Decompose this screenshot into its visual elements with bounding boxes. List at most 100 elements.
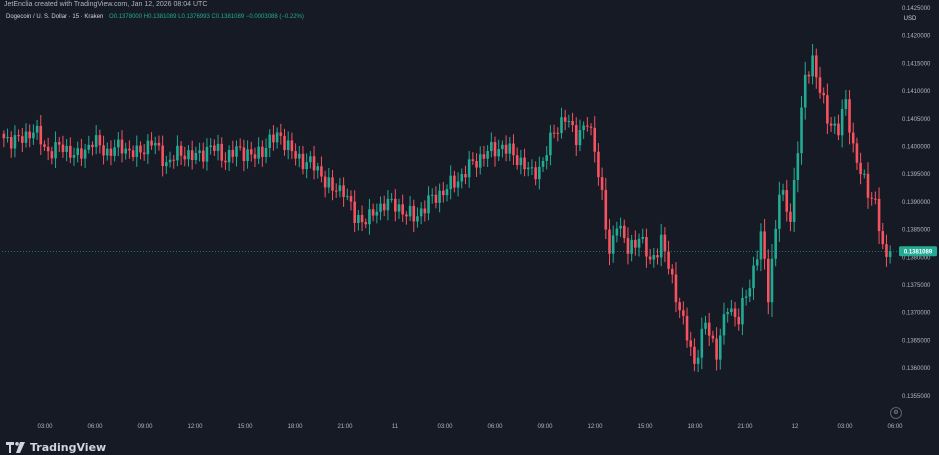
candle-body — [589, 126, 593, 128]
candle-body — [634, 239, 637, 248]
candle-body — [685, 315, 689, 341]
symbol-legend: Dogecoin / U. S. Dollar · 15 · Kraken O0… — [6, 12, 304, 22]
candle-body — [615, 228, 619, 236]
time-tick-label: 18:00 — [687, 424, 703, 430]
candle-body — [752, 265, 755, 289]
candle-body — [183, 155, 187, 160]
candle-body — [353, 201, 356, 223]
price-axis: 0.1425000 0.1420000 0.1415000 0.1410000 0.14… — [902, 6, 931, 400]
candle-body — [401, 204, 404, 215]
candle-body — [338, 185, 342, 192]
candle-body — [209, 145, 212, 147]
candle-body — [707, 322, 711, 336]
candle-body — [877, 198, 881, 232]
candle-body — [87, 144, 91, 150]
candle-body — [504, 144, 508, 154]
candle-body — [434, 194, 438, 203]
candle-body — [342, 185, 345, 197]
candle-body — [2, 133, 6, 139]
candle-body — [626, 238, 630, 254]
candle-body — [194, 152, 198, 160]
candle-body — [490, 142, 493, 152]
candle-body — [741, 297, 744, 325]
candle-body — [190, 150, 194, 160]
candle-body — [331, 177, 334, 191]
candle-body — [142, 152, 146, 155]
candle-body — [682, 310, 685, 316]
time-tick-label: 03:00 — [37, 424, 53, 430]
candle-body — [460, 174, 464, 182]
candle-body — [608, 229, 611, 254]
last-price-badge — [899, 246, 937, 257]
candle-body — [438, 190, 441, 203]
candle-body — [744, 296, 748, 298]
candle-body — [46, 146, 50, 152]
candle-body — [545, 155, 549, 161]
candle-body — [187, 150, 190, 160]
candle-body — [242, 147, 246, 162]
candle-body — [290, 140, 294, 152]
candle-body — [563, 117, 567, 122]
candle-body — [50, 151, 54, 159]
price-chart[interactable]: 0.1425000 0.1420000 0.1415000 0.1410000 0.14… — [0, 0, 939, 437]
candle-body — [205, 146, 209, 162]
candle-body — [600, 177, 604, 190]
candle-body — [826, 95, 829, 124]
candle-body — [844, 99, 848, 109]
candle-body — [445, 189, 449, 196]
price-tick-label: 0.1420000 — [902, 34, 931, 40]
candle-body — [456, 181, 460, 188]
candle-body — [689, 340, 693, 347]
candle-body — [320, 166, 323, 177]
candle-body — [792, 179, 796, 222]
candle-body — [475, 160, 478, 168]
candle-body — [678, 302, 681, 311]
candle-body — [423, 208, 427, 214]
candle-body — [224, 160, 227, 163]
tradingview-logo[interactable]: TradingView — [6, 440, 106, 454]
candle-body — [730, 308, 733, 313]
candle-body — [815, 55, 818, 78]
candle-body — [700, 328, 704, 358]
candle-body — [885, 244, 888, 257]
price-tick-label: 0.1385000 — [902, 228, 931, 234]
time-tick-label: 21:00 — [737, 424, 753, 430]
candle-body — [541, 160, 545, 167]
candle-body — [135, 145, 139, 158]
candle-body — [120, 139, 124, 154]
time-tick-label: 06:00 — [87, 424, 103, 430]
candle-body — [13, 135, 17, 149]
time-tick-label: 09:00 — [137, 424, 153, 430]
candle-body — [379, 203, 382, 212]
candle-body — [874, 198, 877, 200]
candle-body — [216, 143, 220, 151]
price-tick-label: 0.1375000 — [902, 283, 931, 289]
candle-body — [261, 146, 264, 157]
candle-body — [24, 131, 28, 143]
ohlc-values: O0.1378000 H0.1381089 L0.1376993 C0.1381… — [109, 14, 304, 20]
candle-body — [770, 258, 774, 303]
candle-body — [818, 77, 822, 93]
candle-body — [829, 123, 833, 126]
last-price-marker: 0.1381089 — [2, 246, 937, 257]
candle-body — [663, 234, 667, 252]
candle-body — [482, 154, 486, 159]
candle-body — [493, 142, 497, 157]
candle-body — [870, 197, 873, 199]
candle-body — [157, 142, 161, 146]
chart-settings-icon[interactable]: ⚙ — [890, 407, 902, 419]
candle-body — [416, 216, 419, 222]
candle-body — [659, 234, 663, 258]
candle-body — [637, 238, 641, 248]
currency-label[interactable]: USD — [903, 16, 917, 22]
candle-body — [578, 130, 582, 146]
candle-body — [286, 140, 290, 151]
price-tick-label: 0.1415000 — [902, 61, 931, 67]
candle-body — [165, 162, 168, 167]
candle-body — [523, 157, 526, 170]
candle-body — [704, 322, 707, 329]
candle-body — [619, 225, 622, 229]
symbol-title[interactable]: Dogecoin / U. S. Dollar · 15 · Kraken — [6, 14, 104, 20]
candle-body — [117, 139, 120, 148]
candle-body — [837, 123, 840, 136]
